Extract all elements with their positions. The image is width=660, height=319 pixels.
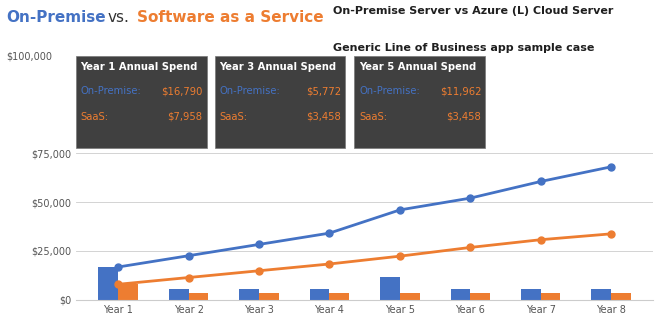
Bar <box>400 293 420 300</box>
Text: Year 1 Annual Spend: Year 1 Annual Spend <box>81 62 198 71</box>
Text: $11,962: $11,962 <box>440 86 481 96</box>
Bar <box>118 284 138 300</box>
Bar <box>329 293 349 300</box>
Text: $100,000: $100,000 <box>7 51 53 61</box>
Text: $7,958: $7,958 <box>168 112 203 122</box>
Text: SaaS:: SaaS: <box>219 112 247 122</box>
Bar <box>541 293 560 300</box>
Text: Generic Line of Business app sample case: Generic Line of Business app sample case <box>333 43 595 53</box>
Text: SaaS:: SaaS: <box>81 112 108 122</box>
Text: Year 5 Annual Spend: Year 5 Annual Spend <box>359 62 477 71</box>
Bar <box>380 277 400 300</box>
Text: $5,772: $5,772 <box>306 86 341 96</box>
Text: $3,458: $3,458 <box>306 112 341 122</box>
Text: On-Premise:: On-Premise: <box>219 86 280 96</box>
Text: Year 3 Annual Spend: Year 3 Annual Spend <box>219 62 336 71</box>
Bar <box>521 289 541 300</box>
Bar <box>451 289 471 300</box>
Text: On-Premise: On-Premise <box>7 10 106 25</box>
Bar <box>189 293 209 300</box>
Text: On-Premise Server vs Azure (L) Cloud Server: On-Premise Server vs Azure (L) Cloud Ser… <box>333 6 614 16</box>
Bar <box>591 289 611 300</box>
Text: $3,458: $3,458 <box>446 112 481 122</box>
Text: On-Premise:: On-Premise: <box>81 86 141 96</box>
Text: Software as a Service: Software as a Service <box>137 10 323 25</box>
Text: vs.: vs. <box>108 10 129 25</box>
Bar <box>259 293 279 300</box>
Text: SaaS:: SaaS: <box>359 112 387 122</box>
Bar <box>471 293 490 300</box>
Bar <box>169 289 189 300</box>
Bar <box>240 289 259 300</box>
Text: $16,790: $16,790 <box>161 86 203 96</box>
Bar <box>98 267 118 300</box>
Bar <box>310 289 329 300</box>
Bar <box>611 293 631 300</box>
Text: On-Premise:: On-Premise: <box>359 86 420 96</box>
